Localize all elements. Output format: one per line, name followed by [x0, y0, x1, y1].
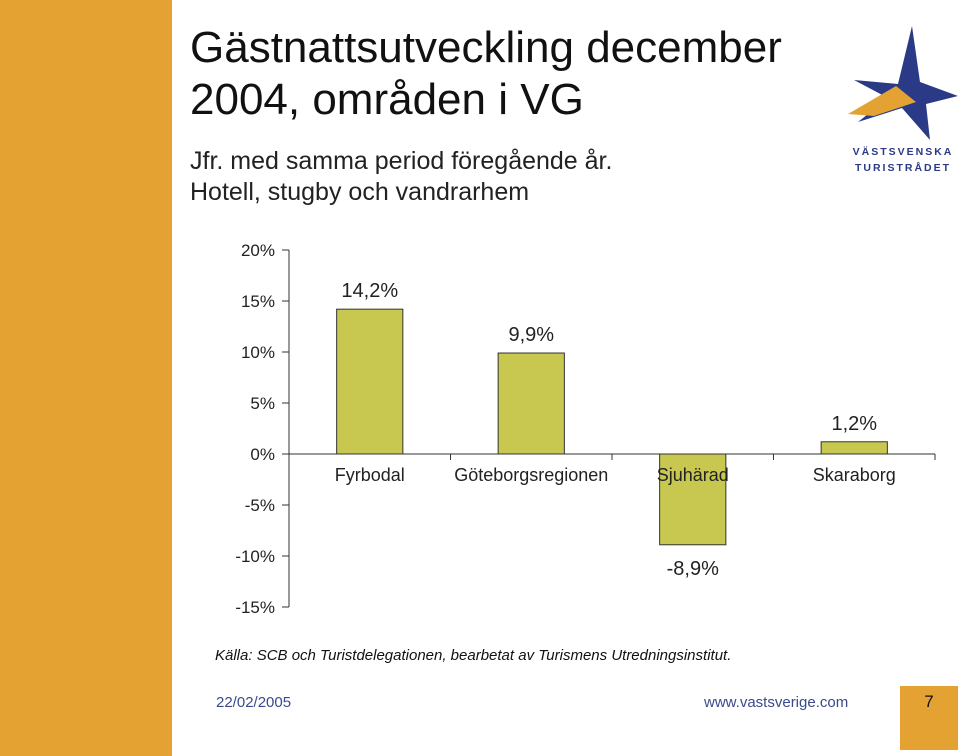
y-tick-label: 20% [241, 241, 275, 260]
data-label: -8,9% [667, 558, 719, 580]
source-note: Källa: SCB och Turistdelegationen, bearb… [215, 647, 732, 664]
bar-chart: 20% 15% 10% 5% 0% -5% -10% -15% 14,2% Fyrbodal 9,9… [235, 241, 936, 617]
data-label: 9,9% [508, 324, 554, 346]
page-number-box [900, 686, 958, 750]
y-tick-label: 0% [250, 445, 275, 464]
logo-text-line-1: VÄSTSVENSKA [852, 146, 954, 158]
bar-sjuhärad [659, 453, 727, 546]
accent-side-bar [0, 0, 172, 756]
bar-göteborgsregionen [497, 352, 565, 455]
footer-date: 22/02/2005 [216, 694, 292, 711]
page-number: 7 [924, 692, 934, 711]
logo-text-line-2: TURISTRÅDET [854, 162, 952, 174]
category-label: Sjuhärad [657, 465, 729, 485]
subtitle-line-1: Jfr. med samma period föregående år. [190, 147, 613, 175]
data-label: 14,2% [341, 280, 398, 302]
y-tick-label: -15% [235, 598, 275, 617]
bar-skaraborg [820, 441, 888, 455]
category-label: Skaraborg [813, 465, 896, 485]
slide-subtitle: Jfr. med samma period föregående år. Hot… [190, 146, 750, 208]
y-tick-label: -10% [235, 547, 275, 566]
data-label: 1,2% [831, 413, 877, 435]
footer-url[interactable]: www.vastsverige.com [704, 694, 849, 711]
category-label: Fyrbodal [335, 465, 405, 485]
vastsvenska-star-logo-icon [848, 26, 958, 140]
subtitle-line-2: Hotell, stugby och vandrarhem [190, 178, 530, 206]
y-tick-label: 15% [241, 292, 275, 311]
bar-fyrbodal [336, 308, 404, 455]
y-tick-label: 5% [250, 394, 275, 413]
y-tick-label: 10% [241, 343, 275, 362]
slide-title: Gästnattsutveckling december 2004, områd… [190, 23, 782, 124]
y-tick-label: -5% [245, 496, 275, 515]
category-label: Göteborgsregionen [454, 465, 608, 485]
